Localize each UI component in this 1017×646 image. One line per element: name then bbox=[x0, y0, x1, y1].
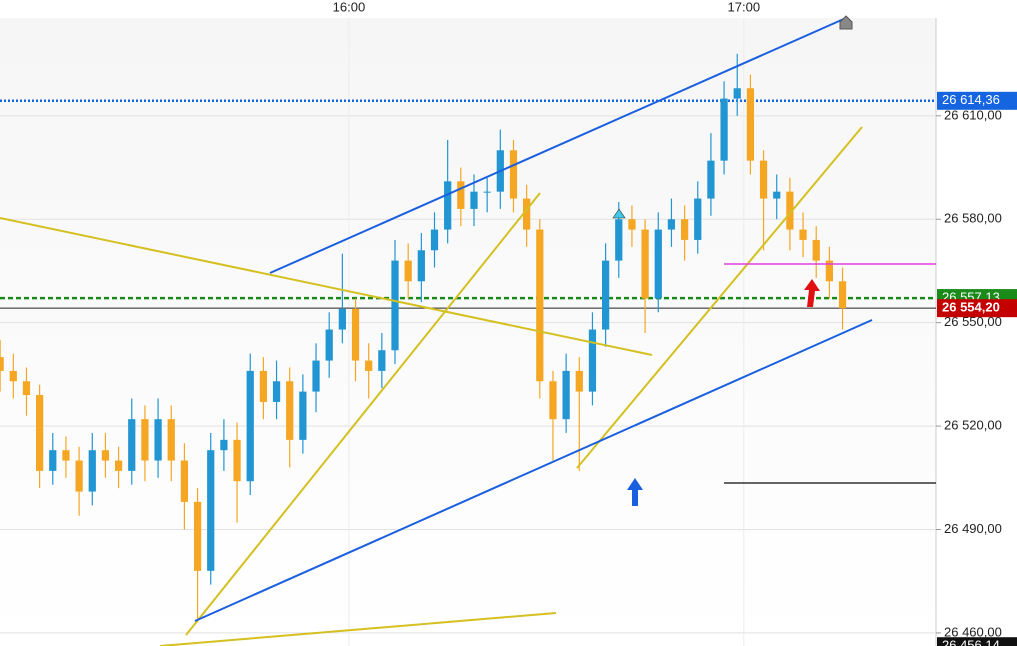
candle-body bbox=[141, 419, 149, 461]
candle-body bbox=[167, 419, 175, 461]
price-label-box bbox=[937, 299, 1017, 318]
candle-body bbox=[338, 308, 346, 330]
candle-body bbox=[128, 419, 136, 471]
candle-body bbox=[588, 329, 597, 392]
candle-body bbox=[365, 360, 373, 371]
candle-body bbox=[786, 191, 794, 230]
y-tick-label: 26 520,00 bbox=[944, 418, 1002, 433]
candle-body bbox=[707, 160, 715, 199]
candle-body bbox=[259, 370, 268, 402]
y-tick-label: 26 550,00 bbox=[944, 314, 1002, 329]
candle-body bbox=[9, 370, 17, 382]
candle-body bbox=[114, 460, 123, 471]
candle-body bbox=[49, 450, 57, 471]
candle-body bbox=[628, 219, 636, 230]
candle-body bbox=[812, 239, 820, 261]
candle-body bbox=[430, 229, 439, 251]
candle-body bbox=[457, 181, 465, 209]
y-tick-label: 26 460,00 bbox=[944, 624, 1002, 639]
candle-body bbox=[720, 98, 728, 161]
price-label: 26 614,36 bbox=[942, 92, 1000, 107]
candle-body bbox=[470, 191, 478, 209]
y-tick-label: 26 610,00 bbox=[944, 107, 1002, 122]
candle-body bbox=[417, 250, 425, 282]
candle-body bbox=[773, 191, 781, 199]
candle-body bbox=[601, 260, 610, 330]
candle-body bbox=[391, 260, 399, 351]
candle-body bbox=[444, 181, 452, 230]
candle-body bbox=[312, 360, 320, 392]
up-arrow bbox=[627, 478, 643, 506]
candle-body bbox=[825, 260, 834, 282]
candle-body bbox=[799, 229, 807, 240]
price-label: 26 456,14 bbox=[942, 638, 1000, 646]
candle-body bbox=[615, 219, 623, 261]
candle-body bbox=[272, 381, 281, 402]
x-tick-label: 16:00 bbox=[333, 0, 366, 14]
candle-body bbox=[733, 88, 741, 99]
candle-body bbox=[746, 88, 755, 161]
channel-line bbox=[194, 319, 873, 622]
candle-body bbox=[483, 191, 491, 193]
candle-body bbox=[36, 395, 44, 471]
price-label: 26 554,20 bbox=[942, 300, 1000, 315]
candle-body bbox=[88, 450, 96, 492]
candle-body bbox=[299, 391, 307, 440]
x-tick-label: 17:00 bbox=[728, 0, 761, 14]
marker bbox=[839, 15, 853, 30]
candle-body bbox=[246, 370, 254, 482]
candle-body bbox=[838, 281, 847, 309]
marker bbox=[612, 208, 626, 219]
price-label-box bbox=[937, 91, 1017, 110]
channel-line bbox=[269, 17, 847, 274]
candle-body bbox=[667, 219, 676, 230]
candle-body bbox=[0, 357, 4, 371]
trend-line bbox=[159, 612, 557, 646]
candle-body bbox=[509, 150, 518, 199]
candle-body bbox=[180, 460, 189, 502]
candle-body bbox=[154, 419, 162, 461]
candle-body bbox=[536, 229, 544, 382]
y-tick-label: 26 580,00 bbox=[944, 211, 1002, 226]
candle-body bbox=[523, 198, 531, 230]
plot-area bbox=[0, 18, 936, 646]
candle-body bbox=[562, 370, 570, 420]
price-label-box bbox=[937, 637, 1017, 646]
drawings bbox=[0, 17, 936, 646]
candle-body bbox=[378, 350, 386, 371]
candle-body bbox=[22, 381, 31, 396]
y-tick-label: 26 490,00 bbox=[944, 521, 1002, 536]
candle-body bbox=[680, 219, 689, 240]
candle-body bbox=[351, 308, 360, 361]
candle-body bbox=[101, 450, 110, 461]
candle-body bbox=[220, 439, 228, 451]
price-lines bbox=[0, 99, 936, 309]
candle-body bbox=[694, 198, 702, 240]
trend-line bbox=[0, 217, 653, 356]
candle-body bbox=[193, 501, 202, 571]
candles bbox=[0, 53, 847, 623]
candle-body bbox=[404, 260, 412, 282]
trend-line bbox=[185, 192, 541, 636]
candle-body bbox=[549, 381, 557, 420]
candle-body bbox=[233, 439, 241, 482]
candle-body bbox=[286, 381, 294, 440]
candle-body bbox=[75, 460, 83, 492]
candle-body bbox=[641, 229, 649, 299]
candle-body bbox=[325, 329, 333, 361]
candle-body bbox=[207, 450, 215, 571]
candle-body bbox=[654, 229, 662, 299]
candle-body bbox=[62, 450, 70, 461]
up-arrow bbox=[804, 279, 820, 307]
candle-body bbox=[759, 160, 768, 199]
candle-body bbox=[575, 370, 583, 392]
trend-line bbox=[576, 126, 863, 469]
